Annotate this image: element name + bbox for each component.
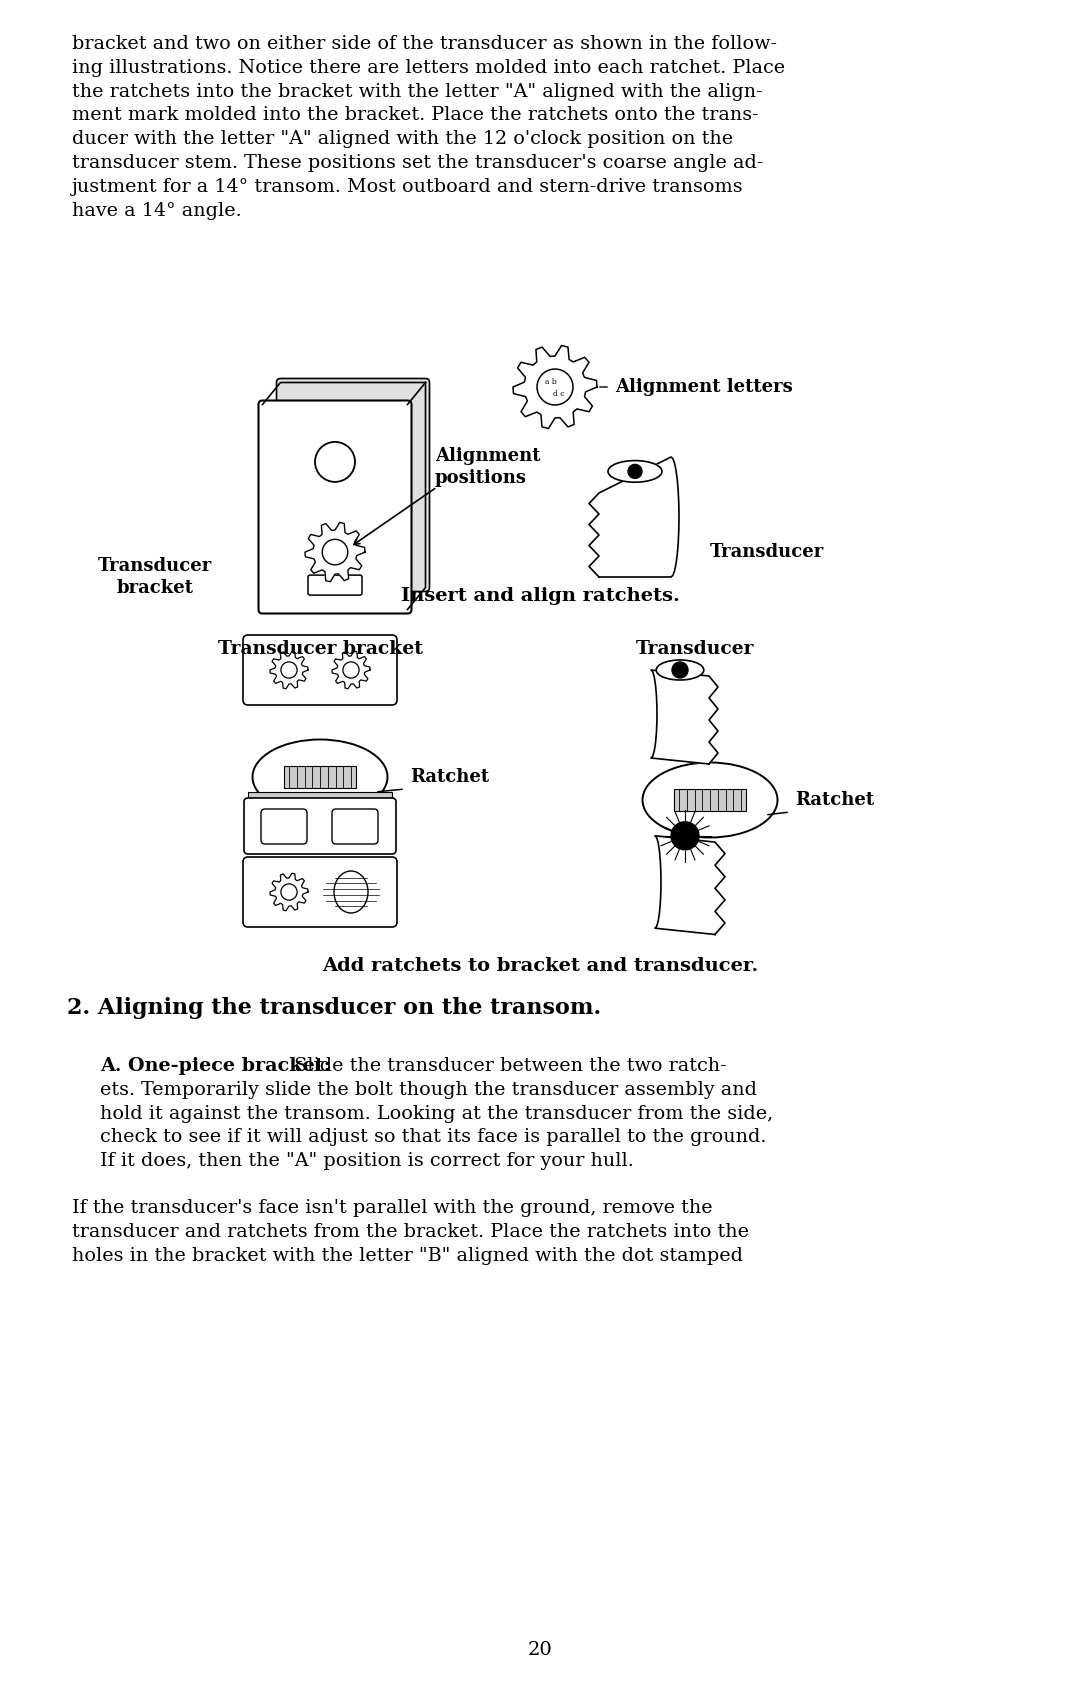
Polygon shape	[654, 836, 725, 935]
FancyBboxPatch shape	[248, 792, 392, 802]
Text: Insert and align ratchets.: Insert and align ratchets.	[401, 587, 679, 606]
Text: Ratchet: Ratchet	[795, 791, 874, 809]
Text: Transducer
bracket: Transducer bracket	[98, 557, 212, 597]
Text: check to see if it will adjust so that its face is parallel to the ground.: check to see if it will adjust so that i…	[100, 1129, 767, 1147]
FancyBboxPatch shape	[276, 378, 430, 592]
FancyBboxPatch shape	[674, 789, 746, 811]
Text: Transducer: Transducer	[636, 639, 754, 658]
Text: A. One-piece bracket:: A. One-piece bracket:	[100, 1056, 330, 1075]
Text: Ratchet: Ratchet	[410, 769, 489, 785]
Text: If the transducer's face isn't parallel with the ground, remove the: If the transducer's face isn't parallel …	[72, 1199, 713, 1218]
Ellipse shape	[643, 762, 778, 838]
FancyBboxPatch shape	[243, 858, 397, 927]
Circle shape	[281, 883, 297, 900]
Polygon shape	[332, 651, 370, 688]
FancyBboxPatch shape	[284, 765, 356, 787]
Polygon shape	[305, 523, 365, 582]
Polygon shape	[513, 345, 597, 429]
FancyBboxPatch shape	[244, 797, 396, 854]
Text: holes in the bracket with the letter "B" aligned with the dot stamped: holes in the bracket with the letter "B"…	[72, 1246, 743, 1265]
Circle shape	[537, 368, 573, 405]
FancyBboxPatch shape	[243, 636, 397, 705]
Text: Transducer bracket: Transducer bracket	[217, 639, 422, 658]
Text: ducer with the letter "A" aligned with the 12 o'clock position on the: ducer with the letter "A" aligned with t…	[72, 130, 733, 148]
Text: hold it against the transom. Looking at the transducer from the side,: hold it against the transom. Looking at …	[100, 1105, 773, 1122]
Circle shape	[281, 663, 297, 678]
Text: have a 14° angle.: have a 14° angle.	[72, 202, 242, 220]
Polygon shape	[589, 458, 679, 577]
Polygon shape	[270, 651, 308, 688]
FancyBboxPatch shape	[332, 809, 378, 844]
Text: justment for a 14° transom. Most outboard and stern-drive transoms: justment for a 14° transom. Most outboar…	[72, 178, 744, 195]
Polygon shape	[651, 669, 718, 764]
Text: 20: 20	[528, 1642, 552, 1658]
Circle shape	[315, 442, 355, 483]
Text: Slide the transducer between the two ratch-: Slide the transducer between the two rat…	[288, 1056, 727, 1075]
Text: Transducer: Transducer	[710, 543, 824, 562]
Circle shape	[342, 663, 360, 678]
Text: Add ratchets to bracket and transducer.: Add ratchets to bracket and transducer.	[322, 957, 758, 976]
Text: d c: d c	[553, 390, 565, 399]
Polygon shape	[270, 873, 308, 910]
Ellipse shape	[253, 740, 388, 814]
Text: the ratchets into the bracket with the letter "A" aligned with the align-: the ratchets into the bracket with the l…	[72, 82, 762, 101]
Circle shape	[672, 663, 688, 678]
Ellipse shape	[334, 871, 368, 913]
Circle shape	[322, 540, 348, 565]
Text: bracket and two on either side of the transducer as shown in the follow-: bracket and two on either side of the tr…	[72, 35, 777, 54]
FancyBboxPatch shape	[308, 575, 362, 595]
FancyBboxPatch shape	[258, 400, 411, 614]
Ellipse shape	[657, 659, 704, 680]
Circle shape	[671, 822, 699, 849]
Text: Alignment letters: Alignment letters	[615, 378, 793, 395]
FancyBboxPatch shape	[261, 809, 307, 844]
Text: transducer stem. These positions set the transducer's coarse angle ad-: transducer stem. These positions set the…	[72, 155, 764, 172]
Text: a b: a b	[545, 378, 557, 385]
Text: ing illustrations. Notice there are letters molded into each ratchet. Place: ing illustrations. Notice there are lett…	[72, 59, 785, 77]
Circle shape	[627, 464, 642, 478]
Text: 2. Aligning the transducer on the transom.: 2. Aligning the transducer on the transo…	[67, 997, 602, 1019]
Text: ment mark molded into the bracket. Place the ratchets onto the trans-: ment mark molded into the bracket. Place…	[72, 106, 758, 124]
Text: If it does, then the "A" position is correct for your hull.: If it does, then the "A" position is cor…	[100, 1152, 634, 1171]
Text: transducer and ratchets from the bracket. Place the ratchets into the: transducer and ratchets from the bracket…	[72, 1223, 750, 1241]
Text: ets. Temporarily slide the bolt though the transducer assembly and: ets. Temporarily slide the bolt though t…	[100, 1082, 757, 1098]
Ellipse shape	[608, 461, 662, 483]
Text: Alignment
positions: Alignment positions	[435, 447, 540, 488]
